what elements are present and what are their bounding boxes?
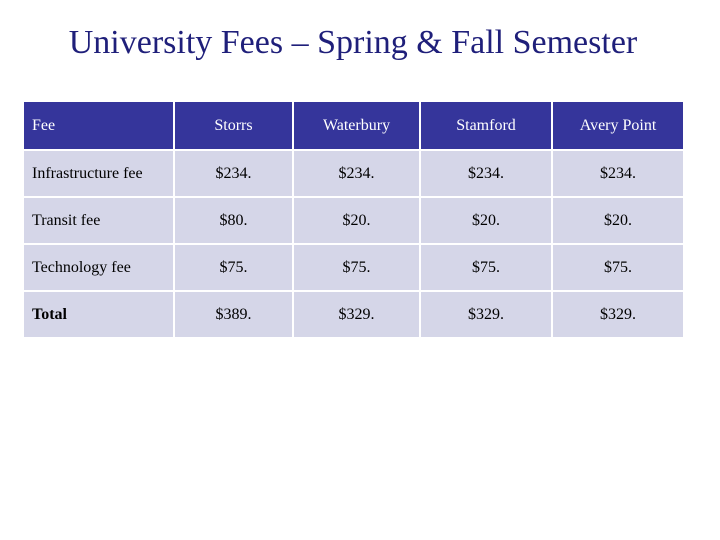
table-cell: $329. xyxy=(293,291,421,339)
table-row: Technology fee $75. $75. $75. $75. xyxy=(24,244,683,292)
header-fee: Fee xyxy=(24,102,175,151)
table-cell: $20. xyxy=(293,197,421,245)
table-cell: $234. xyxy=(552,150,683,198)
header-row: Fee Storrs Waterbury Stamford Avery Poin… xyxy=(24,102,683,151)
table-cell: $20. xyxy=(552,197,683,245)
header-stamford: Stamford xyxy=(420,102,553,151)
table-cell: $80. xyxy=(174,197,294,245)
fees-table: Fee Storrs Waterbury Stamford Avery Poin… xyxy=(24,102,683,339)
table-cell: $234. xyxy=(420,150,553,198)
table-cell: $75. xyxy=(420,244,553,292)
table-cell: $329. xyxy=(552,291,683,339)
table-cell: $75. xyxy=(174,244,294,292)
table-cell: $234. xyxy=(174,150,294,198)
row-label: Infrastructure fee xyxy=(24,150,175,198)
table-cell: $329. xyxy=(420,291,553,339)
table-cell: $75. xyxy=(552,244,683,292)
table-cell: $234. xyxy=(293,150,421,198)
table-cell: $389. xyxy=(174,291,294,339)
row-label: Total xyxy=(24,291,175,339)
header-avery-point: Avery Point xyxy=(552,102,683,151)
header-storrs: Storrs xyxy=(174,102,294,151)
table-row: Infrastructure fee $234. $234. $234. $23… xyxy=(24,150,683,198)
header-waterbury: Waterbury xyxy=(293,102,421,151)
row-label: Technology fee xyxy=(24,244,175,292)
slide-title: University Fees – Spring & Fall Semester xyxy=(68,24,638,61)
table-row: Transit fee $80. $20. $20. $20. xyxy=(24,197,683,245)
row-label: Transit fee xyxy=(24,197,175,245)
table-cell: $75. xyxy=(293,244,421,292)
total-row: Total $389. $329. $329. $329. xyxy=(24,291,683,339)
table-cell: $20. xyxy=(420,197,553,245)
